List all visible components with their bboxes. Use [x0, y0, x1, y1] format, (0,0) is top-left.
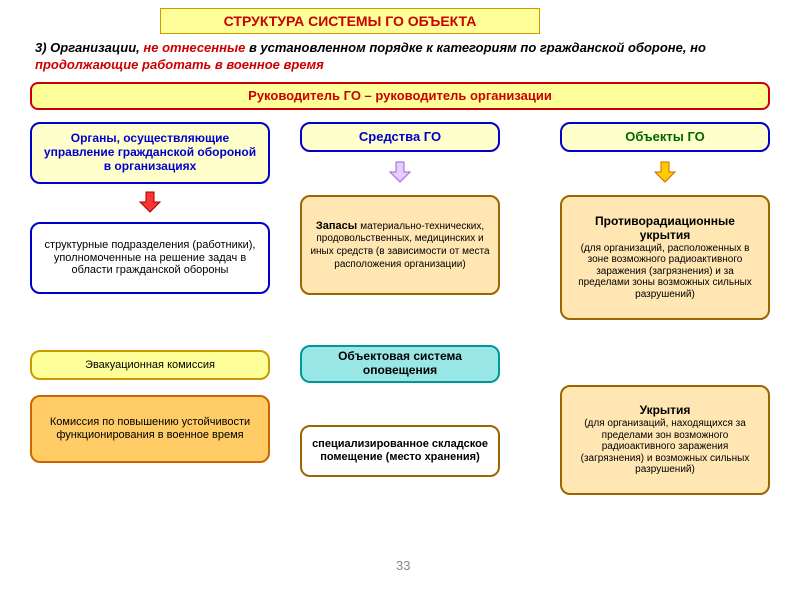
col1-box2-text: Эвакуационная комиссия — [85, 359, 215, 372]
col3-header: Объекты ГО — [560, 122, 770, 152]
header-bar: Руководитель ГО – руководитель организац… — [30, 82, 770, 110]
col1-box2: Эвакуационная комиссия — [30, 350, 270, 380]
col3-box2: Укрытия (для организаций, находящихся за… — [560, 385, 770, 495]
subtitle-p2: не отнесенные — [143, 40, 245, 55]
col1-box1-text: структурные подразделения (работники), у… — [40, 239, 260, 277]
col2-box1: Запасы материально-технических, продовол… — [300, 195, 500, 295]
arrow-down-col1 — [138, 190, 162, 214]
col1-box3-text: Комиссия по повышению устойчивости функц… — [40, 416, 260, 441]
col3-box1-title: Противорадиационные укрытия — [570, 215, 760, 243]
col2-box2: Объектовая система оповещения — [300, 345, 500, 383]
diagram-subtitle: 3) Организации, не отнесенные в установл… — [35, 40, 775, 74]
col2-box2-text: Объектовая система оповещения — [310, 350, 490, 378]
col1-header-text: Органы, осуществляющие управление гражда… — [40, 132, 260, 173]
col1-header: Органы, осуществляющие управление гражда… — [30, 122, 270, 184]
col2-header: Средства ГО — [300, 122, 500, 152]
col1-box3: Комиссия по повышению устойчивости функц… — [30, 395, 270, 463]
diagram-title: СТРУКТУРА СИСТЕМЫ ГО ОБЪЕКТА — [160, 8, 540, 34]
arrow-down-col2 — [388, 160, 412, 184]
col2-box1-content: Запасы материально-технических, продовол… — [310, 220, 490, 271]
title-text: СТРУКТУРА СИСТЕМЫ ГО ОБЪЕКТА — [224, 13, 477, 29]
subtitle-p1: 3) Организации, — [35, 40, 143, 55]
col3-box2-sub: (для организаций, находящихся за предела… — [570, 418, 760, 476]
header-bar-text: Руководитель ГО – руководитель организац… — [248, 89, 552, 104]
page-number: 33 — [396, 558, 410, 573]
subtitle-p3: в установленном порядке к категориям по … — [245, 40, 706, 55]
col3-header-text: Объекты ГО — [625, 130, 705, 145]
col2-header-text: Средства ГО — [359, 130, 441, 145]
col3-box1-sub: (для организаций, расположенных в зоне в… — [570, 243, 760, 301]
col2-box1-bold: Запасы — [316, 220, 360, 232]
col2-box3: специализированное складское помещение (… — [300, 425, 500, 477]
col1-box1: структурные подразделения (работники), у… — [30, 222, 270, 294]
col3-box1: Противорадиационные укрытия (для организ… — [560, 195, 770, 320]
arrow-down-col3 — [653, 160, 677, 184]
subtitle-p4: продолжающие работать в военное время — [35, 57, 324, 72]
col3-box2-title: Укрытия — [640, 404, 691, 418]
col2-box3-text: специализированное складское помещение (… — [310, 438, 490, 463]
page-number-text: 33 — [396, 558, 410, 573]
